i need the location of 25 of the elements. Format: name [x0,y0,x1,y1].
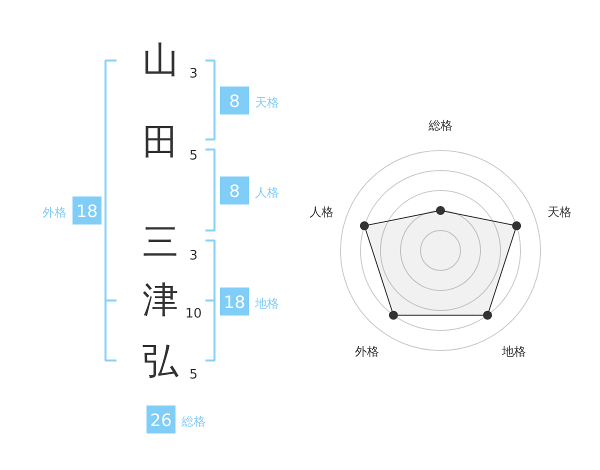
data-label: 10 [185,306,202,322]
data-label: 5 [189,148,198,164]
text: 26 [150,411,172,431]
spoke-label: 地格 [500,344,526,359]
text: 8 [229,92,240,112]
text: 人格 [255,186,279,200]
spoke-label: 人格 [310,204,334,219]
category-label: 弘 [142,341,180,382]
text: 18 [224,293,246,313]
category-label: 山 [142,40,178,81]
text: 地格 [254,296,279,310]
category-label: 津 [142,280,178,321]
spoke-label: 外格 [355,344,380,359]
text: 外格 [42,206,66,220]
spoke-label: 総格 [428,118,452,132]
text: 18 [76,202,98,222]
spoke-label: 天格 [547,204,572,219]
data-label: 3 [189,66,198,82]
data-label: 5 [189,368,198,382]
data-label: 3 [189,248,198,264]
category-label: 田 [142,122,178,163]
text: 総格 [180,414,206,428]
text: 天格 [255,96,279,110]
category-label: 三 [142,222,178,263]
text: 8 [229,182,240,202]
